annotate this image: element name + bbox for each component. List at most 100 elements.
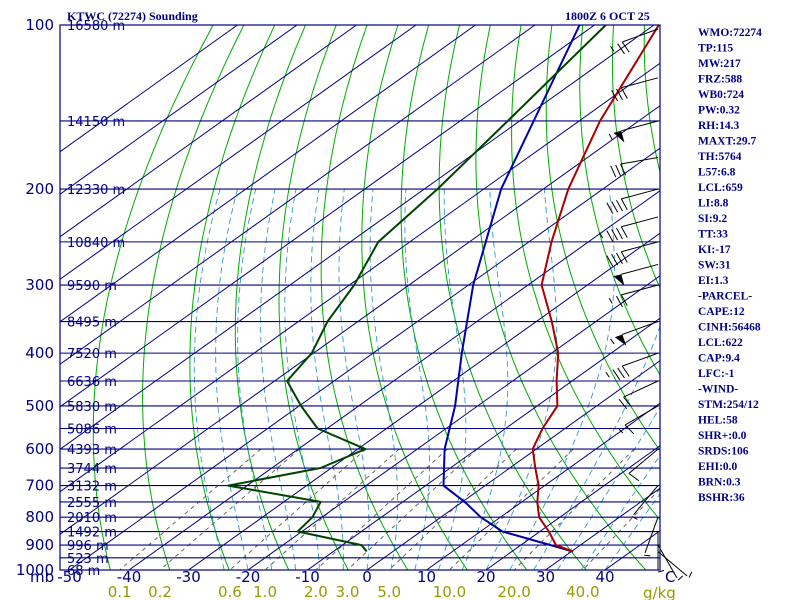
wind-barb-full [611,229,619,241]
mixing-ratio-label: 10.0 [433,583,466,600]
wind-barb-half [688,571,693,578]
wind-barb-staff [620,156,659,165]
temperature-tick-label: 40 [595,568,614,586]
wind-barb-full [621,365,630,377]
side-panel-item: MAXT:29.7 [698,136,756,148]
height-label: 996 m [67,539,109,554]
isotherm [247,275,660,570]
isotherm [60,25,655,450]
side-panel-item: SHR+:0.0 [698,430,747,442]
mixing-ratio-line [347,448,478,570]
temperature-unit-label: C [665,568,675,586]
wind-barb-full [615,164,622,177]
height-label: 16580 m [67,19,125,34]
wind-barb-full [628,473,640,482]
wind-barb-staff [644,517,659,554]
wind-barb-full [618,398,628,410]
wind-barb-staff [621,284,659,296]
side-panel-item: LCL:659 [698,182,743,194]
wind-barb-full [606,255,614,267]
height-label: 10840 m [67,236,125,251]
pressure-tick-label: 700 [25,477,54,495]
wind-barb-staff [657,544,678,579]
pressure-tick-label: 600 [25,440,54,458]
isotherm [60,25,595,408]
wind-barb-full [617,43,625,55]
temperature-tick-label: -30 [176,568,201,586]
pressure-tick-label: 300 [25,276,54,294]
height-label: 5086 m [67,422,117,437]
wind-barb-full [623,396,632,407]
height-label: 2010 m [67,511,117,526]
moist-adiabat [580,454,660,570]
wind-barb-full [606,202,614,214]
wind-barb [608,284,659,308]
wind-barb-full [616,199,623,212]
wind-barb-staff [622,352,659,367]
isotherm [60,62,660,493]
height-label: 3132 m [67,480,117,495]
side-panel-item: SRDS:106 [698,446,749,458]
wind-barb-staff [623,380,659,398]
mixing-ratio-label: 0.6 [218,583,242,600]
side-panel-item: WB0:724 [698,89,744,101]
side-panel-item: TH:5764 [698,151,742,163]
mixing-ratio-label: 2.0 [304,583,328,600]
mixing-ratio-label: 20.0 [497,583,530,600]
mixing-ratio-line [315,448,448,570]
wind-barb-staff [633,485,659,516]
isotherm [128,190,660,570]
chart-title: KTWC (72274) Sounding [67,9,198,23]
plot-frame [59,24,661,571]
wind-barb-half [610,338,615,345]
isotherm [60,25,357,238]
side-panel-item: L57:6.8 [698,167,736,179]
wind-barb-full [616,252,623,265]
wind-barb-full [616,295,623,308]
side-panel-item: STM:254/12 [698,399,759,411]
wind-barb [657,531,665,573]
side-panel-item: LFC:-1 [698,368,735,380]
wind-barb-half [631,516,638,520]
wind-barb-full [620,198,628,210]
height-label: 2555 m [67,496,117,511]
pressure-tick-label: 100 [25,16,54,34]
height-label: 5830 m [67,400,117,415]
side-panel-item: EI:1.3 [698,275,729,287]
wind-barb-full [611,201,619,213]
wind-barb [611,77,659,102]
wind-barb-staff [624,405,659,426]
wind-barb [608,120,659,143]
side-panel-item: -WIND- [698,384,738,396]
isotherm [307,317,660,570]
side-panel-item: CAPE:12 [698,306,745,318]
side-panel-item: RH:14.3 [698,120,739,132]
wind-barb [610,156,659,178]
temperature-tick-label: -40 [117,568,142,586]
side-panel-item: BSHR:36 [698,492,745,504]
chart-time: 1800Z 6 OCT 25 [565,9,650,23]
isotherm [60,25,417,280]
wind-barb-full [621,41,630,53]
wind-barb-half [608,297,613,304]
isotherm [426,402,660,570]
wind-barb-staff [621,120,659,132]
wind-barb [631,485,659,520]
wind-barb-flag [613,274,625,286]
side-panel-item: -PARCEL- [698,291,752,303]
height-label: 12330 m [67,183,125,198]
wind-barb-staff [621,241,659,253]
height-label: 9590 m [67,279,117,294]
wind-barb [628,448,659,482]
wind-barb-full [616,227,623,240]
height-label: 6636 m [67,375,117,390]
wind-barb-full [612,369,621,381]
wind-barb-full [624,424,635,435]
wind-barb-full [610,165,617,178]
pressure-tick-label: 200 [25,180,54,198]
wind-barb [606,188,659,214]
side-panel-item: FRZ:588 [698,74,742,86]
wind-barb-half [657,570,665,573]
side-panel-item: SW:31 [698,260,731,272]
